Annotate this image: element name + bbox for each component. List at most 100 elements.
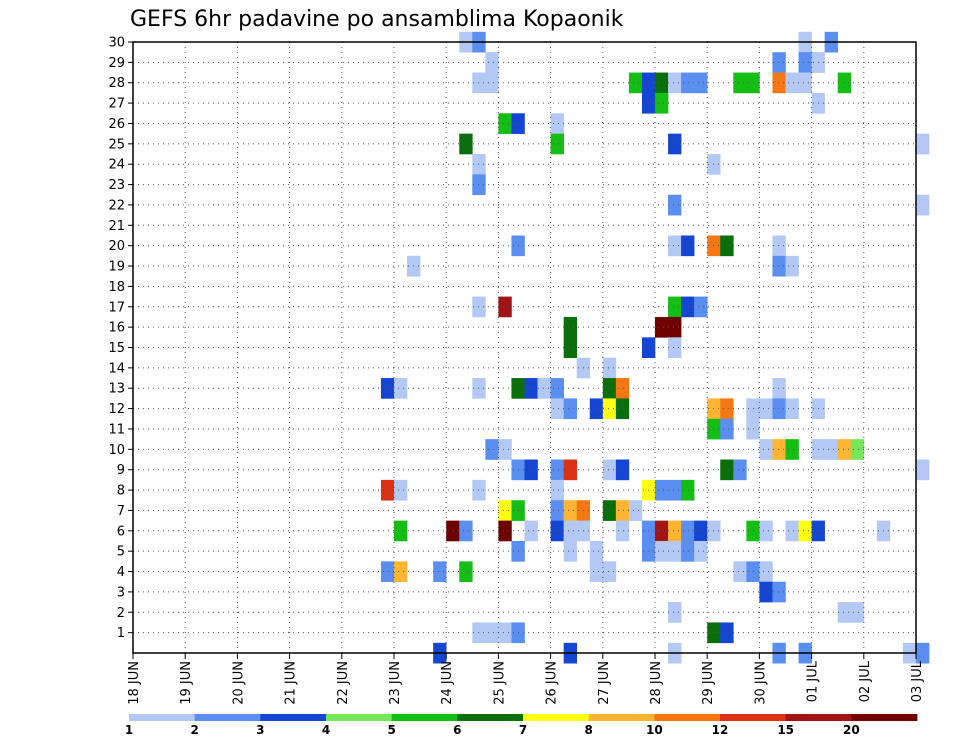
legend-swatch [851, 714, 918, 721]
heatmap-cell [615, 500, 630, 521]
heatmap-cell [602, 500, 617, 521]
heatmap-cell [498, 520, 512, 542]
y-tick-label: 25 [108, 137, 125, 152]
y-tick-label: 28 [108, 76, 125, 91]
heatmap-cell [589, 398, 604, 420]
heatmap-cell [550, 398, 564, 420]
heatmap-cell [563, 500, 577, 521]
y-tick-label: 26 [108, 117, 125, 132]
x-tick-label: 24 JUN [440, 661, 455, 705]
heatmap-cell [785, 255, 799, 277]
y-tick-label: 15 [108, 341, 125, 356]
heatmap-cell [759, 561, 773, 583]
heatmap-cell [602, 378, 617, 399]
y-tick-label: 9 [117, 463, 125, 478]
x-tick-label: 18 JUN [127, 661, 142, 705]
heatmap-cell [655, 540, 669, 562]
y-tick-label: 13 [108, 382, 125, 397]
heatmap-cell [668, 235, 682, 257]
heatmap-cell [759, 581, 773, 603]
heatmap-cell [668, 194, 682, 216]
legend-label: 15 [777, 723, 794, 737]
heatmap-cell [589, 561, 604, 583]
heatmap-cell [850, 439, 865, 460]
x-tick-label: 30 JUN [753, 661, 768, 705]
heatmap-cell [681, 520, 695, 542]
y-tick-label: 20 [108, 239, 125, 254]
heatmap-cell [655, 520, 669, 542]
heatmap-cell [798, 52, 812, 73]
heatmap-cell [563, 540, 577, 562]
legend-label: 8 [584, 723, 592, 737]
heatmap-cell [720, 235, 734, 257]
legend-label: 10 [646, 723, 663, 737]
heatmap-cell [694, 72, 708, 94]
heatmap-cell [759, 439, 773, 460]
legend-swatch [785, 714, 852, 721]
heatmap-cell [785, 398, 799, 420]
x-tick-label: 25 JUN [492, 661, 507, 705]
heatmap-cell [733, 72, 747, 94]
heatmap-cell [498, 439, 512, 460]
y-tick-label: 12 [108, 402, 125, 417]
legend-swatch [194, 714, 261, 721]
heatmap-cell [824, 439, 838, 460]
heatmap-cell [485, 72, 499, 94]
heatmap-cell [537, 378, 551, 399]
heatmap-cell [459, 133, 473, 155]
y-tick-label: 27 [108, 97, 125, 112]
heatmap-cell [772, 398, 786, 420]
x-axis: 18 JUN 19 JUN 20 JUN 21 JUN 22 JUN 23 JUN 24 J… [127, 653, 925, 705]
heatmap-cell [772, 581, 786, 603]
heatmap-cell [681, 540, 695, 562]
heatmap-cell [668, 72, 682, 94]
heatmap-cell [916, 642, 930, 664]
y-tick-label: 7 [117, 504, 125, 519]
legend-swatch [457, 714, 524, 721]
x-tick-label: 23 JUN [388, 661, 403, 705]
heatmap-cell [916, 459, 930, 481]
heatmap-cell [485, 439, 499, 460]
heatmap-cell [394, 479, 408, 501]
legend-label: 5 [387, 723, 395, 737]
heatmap-cell [524, 459, 538, 481]
x-tick-label: 02 JUL [858, 660, 873, 702]
heatmap-cell [655, 92, 669, 114]
heatmap-cell [668, 133, 682, 155]
heatmap-cell [459, 520, 473, 542]
heatmap-cell [655, 479, 669, 501]
heatmap-cell [785, 439, 799, 460]
heatmap-cell [459, 561, 473, 583]
heatmap-cell [772, 439, 786, 460]
color-legend: 1 2 3 4 5 6 7 8 10 12 15 20 [125, 714, 918, 737]
y-tick-label: 5 [117, 545, 125, 560]
heatmap-cell [798, 72, 812, 94]
heatmap-cell [628, 72, 643, 94]
heatmap-cell [837, 602, 852, 623]
heatmap-cell [550, 113, 564, 134]
heatmap-cell [681, 235, 695, 257]
heatmap-cell [498, 622, 512, 644]
legend-swatch [720, 714, 787, 721]
heatmap-cell [837, 72, 852, 94]
heatmap-cell [550, 459, 564, 481]
legend-label: 6 [453, 723, 461, 737]
y-tick-label: 30 [108, 36, 125, 51]
legend-label: 7 [519, 723, 527, 737]
heatmap-cell [916, 133, 930, 155]
legend-label: 12 [712, 723, 729, 737]
heatmap-cell [733, 459, 747, 481]
legend-swatch [523, 714, 590, 721]
heatmap-cell [720, 459, 734, 481]
x-tick-label: 21 JUN [284, 661, 299, 705]
heatmap-cell [733, 561, 747, 583]
heatmap-cell [681, 479, 695, 501]
y-tick-label: 14 [108, 361, 125, 376]
legend-label: 4 [322, 723, 330, 737]
heatmap-cell [720, 622, 734, 644]
heatmap-cell [615, 459, 630, 481]
heatmap-cell [615, 520, 630, 542]
heatmap-cell [655, 72, 669, 94]
heatmap-cell [694, 540, 708, 562]
